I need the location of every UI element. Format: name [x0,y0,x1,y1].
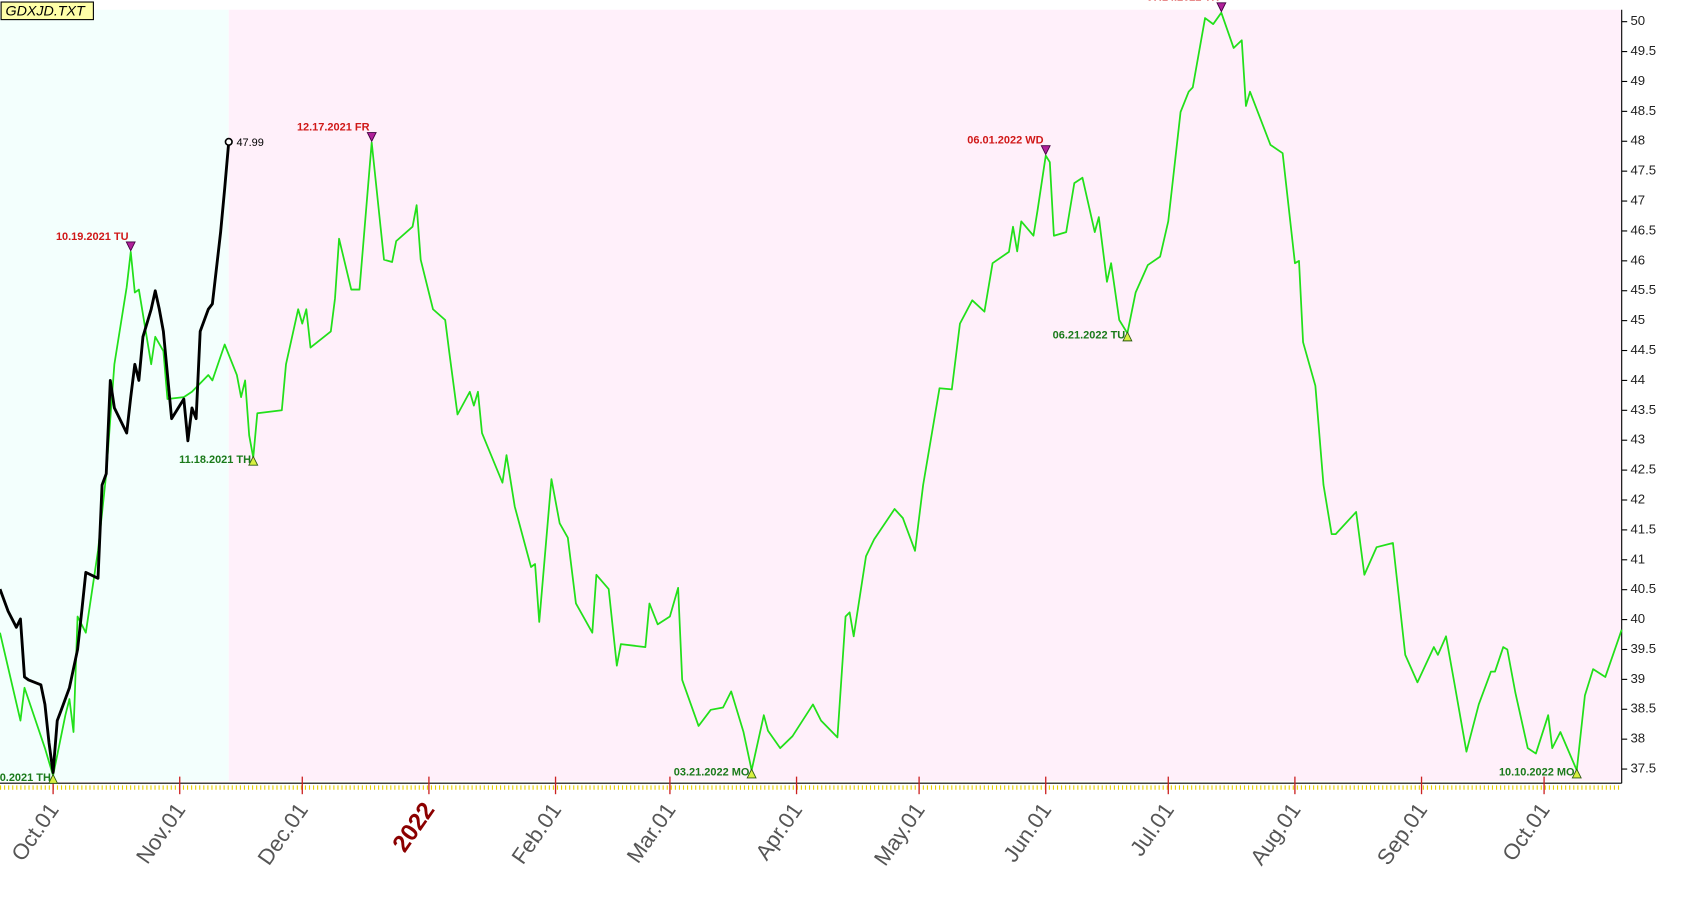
trough-marker [1122,331,1133,342]
y-tick-label: 48 [1630,133,1645,148]
y-tick-label: 40 [1630,611,1645,626]
y-tick-label: 40.5 [1630,581,1656,596]
x-tick-label: Dec.01 [253,798,313,869]
x-tick-label: Apr.01 [750,798,807,864]
peak-label: 06.01.2022 WD [967,135,1043,147]
peak-label: 10.19.2021 TU [56,231,129,243]
y-tick-label: 39 [1630,671,1645,686]
y-tick-label: 37.5 [1630,761,1656,776]
x-tick-label: Oct.01 [6,798,64,865]
y-tick-label: 47.5 [1630,163,1656,178]
peak-marker [125,241,136,252]
peak-marker [1216,2,1227,13]
title-box [0,1,94,21]
series-line [0,11,1623,777]
trough-marker [746,768,757,779]
peak-marker [366,132,377,143]
y-tick-label: 41.5 [1630,521,1656,536]
x-tick-label: Oct.01 [1497,798,1555,865]
y-tick-label: 49.5 [1630,43,1656,58]
trough-label: 06.21.2022 TU [1053,330,1126,342]
y-tick-label: 45 [1630,312,1645,327]
y-tick-label: 46 [1630,252,1645,267]
chart-title: GDXJD.TXT [5,4,86,20]
trough-label: 11.18.2021 TH [179,454,251,466]
x-tick-label: Sep.01 [1372,798,1432,869]
trough-label: 10.10.2022 MO [1499,767,1575,779]
y-tick-label: 46.5 [1630,222,1656,237]
y-tick-label: 43.5 [1630,402,1656,417]
x-tick-label: Nov.01 [131,798,190,868]
x-tick-label: Jul.01 [1125,798,1179,860]
end-point [224,137,233,146]
series-line [0,141,231,775]
y-tick-label: 48.5 [1630,103,1656,118]
end-value-label: 47.99 [236,137,263,149]
y-tick-label: 38.5 [1630,701,1656,716]
x-tick-label: Mar.01 [622,798,681,867]
trough-label: 0.2021 TH [0,772,51,784]
annotations: 0.2021 TH 10.19.2021 TU 11.18.2021 TH 12.17… [0,0,1582,784]
x-tick-label: May.01 [869,798,930,870]
x-tick-label: Feb.01 [507,798,567,868]
peak-marker [1040,145,1051,156]
x-tick-label: 2022 [387,798,440,858]
projection-background [228,9,1622,782]
y-tick-label: 39.5 [1630,641,1656,656]
trough-label: 03.21.2022 MO [674,767,750,779]
y-tick-label: 50 [1630,13,1645,28]
y-tick-label: 47 [1630,193,1645,208]
y-tick-label: 44.5 [1630,342,1656,357]
x-tick-label: Jun.01 [998,798,1056,866]
history-background [0,9,229,782]
y-tick-label: 41 [1630,551,1645,566]
trough-marker [1571,768,1582,779]
y-tick-label: 45.5 [1630,282,1656,297]
y-tick-label: 38 [1630,731,1645,746]
peak-label: 12.17.2021 FR [297,121,370,133]
trough-marker [47,773,59,784]
trough-marker [248,455,259,466]
peak-label: 07.14.2022 TH [1147,0,1220,4]
x-tick-label: Aug.01 [1245,798,1305,869]
y-tick-label: 42.5 [1630,462,1656,477]
y-tick-label: 42 [1630,491,1645,506]
y-tick-label: 43 [1630,432,1645,447]
plot: 47.99 [0,11,1623,777]
y-tick-label: 49 [1630,73,1645,88]
y-tick-label: 44 [1630,372,1645,387]
